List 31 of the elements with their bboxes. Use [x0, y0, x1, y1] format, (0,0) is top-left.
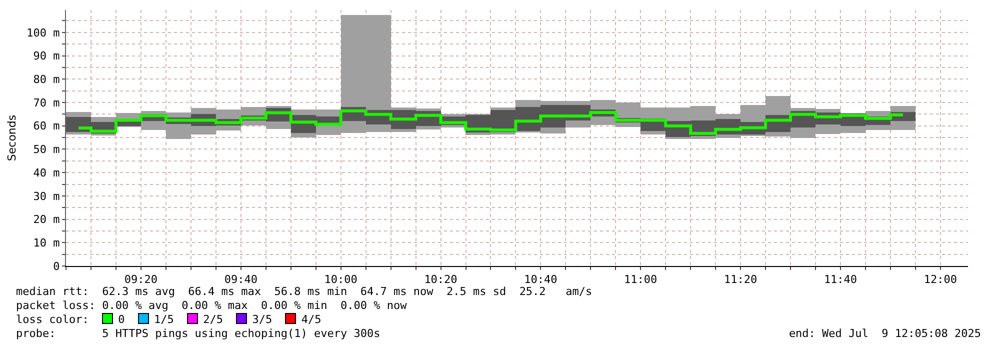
- y-tick-label: 100 m: [26, 26, 60, 40]
- y-tick-label: 90 m: [33, 50, 60, 63]
- x-tick-label: 10:20: [424, 273, 458, 286]
- y-tick-label: 20 m: [33, 213, 60, 226]
- x-tick-label: 11:00: [624, 273, 658, 286]
- x-tick-label: 09:40: [224, 273, 258, 286]
- y-tick-label: 60 m: [33, 120, 60, 133]
- text: end: Wed Jul 9 12:05:08 2025: [788, 327, 981, 340]
- text: loss color:: [16, 313, 89, 326]
- text: 3/5: [252, 313, 272, 326]
- y-tick-label: 70 m: [33, 96, 60, 110]
- x-tick-label: 10:40: [524, 273, 558, 286]
- text: probe: 5 HTTPS pings using echoping(1) every 300s: [16, 327, 380, 340]
- y-tick-label: 0: [53, 260, 60, 273]
- text: median rtt: 62.3 ms avg 66.4 ms max 56.8 ms min 64.7 ms now 2.5 ms sd 25.2 am/s: [16, 285, 592, 298]
- x-tick-label: 12:00: [924, 273, 957, 286]
- x-tick-label: 11:20: [724, 273, 758, 286]
- x-tick-label: 09:20: [124, 273, 158, 286]
- text: packet loss: 0.00 % avg 0.00 % max 0.00 % min 0.00 % now: [16, 299, 407, 312]
- y-tick-label: 30 m: [33, 190, 60, 203]
- y-axis-title: Seconds: [5, 114, 18, 162]
- x-tick-label: 11:40: [824, 273, 858, 286]
- y-tick-label: 50 m: [33, 143, 60, 156]
- text: 2/5: [203, 313, 223, 326]
- x-tick-label: 10:00: [324, 273, 358, 286]
- text: 1/5: [154, 313, 174, 326]
- y-tick-label: 10 m: [33, 236, 60, 250]
- text: 4/5: [301, 313, 322, 326]
- y-tick-label: 40 m: [33, 166, 60, 180]
- y-tick-label: 80 m: [33, 72, 60, 86]
- text: 0: [118, 313, 125, 326]
